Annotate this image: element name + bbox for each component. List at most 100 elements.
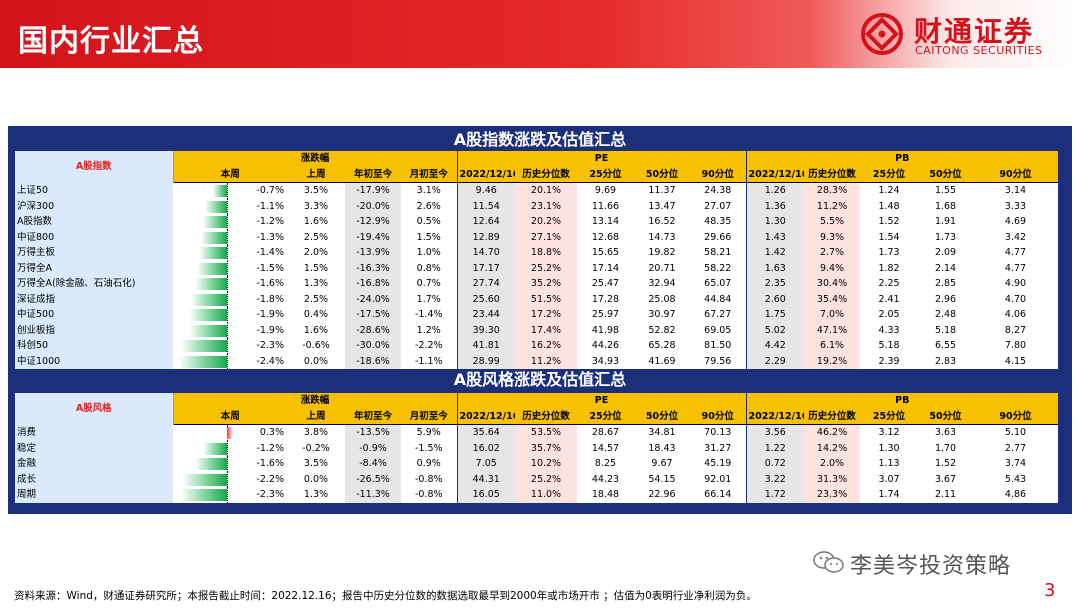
pb-value: 5.18 (934, 324, 957, 336)
pb-value: 1.73 (878, 247, 900, 258)
table-row: 周期 -2.3% 1.3% -11.3% -0.8% 16.05 11.0% 18.48 22.… (15, 487, 1058, 503)
col-header-pe: 2022/12/16 (456, 167, 515, 183)
pb-value: 1.75 (745, 307, 805, 323)
bar-zero-axis (227, 260, 228, 276)
pe-value: 44.26 (591, 340, 620, 351)
brand-name-en: CAITONG SECURITIES (915, 44, 1043, 57)
col-header-change: 月初至今 (401, 409, 457, 425)
ytd-change: -30.0% (345, 338, 401, 354)
pb-value: 2.29 (745, 353, 805, 369)
pb-value: 23.3% (804, 487, 861, 503)
pe-value: 39.30 (456, 322, 515, 338)
row-label: 万得主板 (15, 245, 173, 261)
pb-value: 7.80 (1004, 340, 1027, 351)
pe-value: 58.21 (704, 247, 732, 258)
pb-value: 1.52 (934, 458, 957, 469)
row-label: 中证500 (15, 307, 173, 323)
col-header-week: 本周 (173, 409, 287, 425)
header-bar: 国内行业汇总 财通证券 CAITONG SECURITIES (0, 0, 1080, 68)
col-header-change: 年初至今 (345, 167, 401, 183)
week-change-value: -1.9% (256, 324, 284, 336)
pb-value: 2.77 (1004, 442, 1027, 454)
watermark-text: 李美岑投资策略 (850, 554, 1012, 579)
week-change-cell: -1.3% (173, 229, 287, 245)
label-column-header: A股风格 (15, 393, 174, 425)
last-week-change: 3.3% (303, 200, 329, 212)
pb-value: 46.2% (804, 424, 861, 441)
change-group-header: 涨跌幅 (173, 393, 457, 409)
pe-value: 14.57 (591, 442, 620, 454)
pb-value: 1.54 (878, 231, 900, 243)
week-change-bar (195, 458, 227, 470)
pe-value: 35.64 (456, 424, 515, 441)
pb-value: 1.36 (745, 198, 805, 214)
pb-value: 1.55 (934, 185, 957, 196)
pb-value: 4.86 (1004, 489, 1027, 500)
mtd-change: 0.5% (416, 216, 441, 227)
pe-value: 51.5% (515, 291, 577, 307)
pb-value: 4.33 (878, 324, 900, 336)
pe-value: 17.14 (591, 262, 620, 274)
col-header-pb: 90分位 (973, 167, 1058, 183)
pe-value: 41.69 (648, 355, 676, 367)
week-change-cell: -0.7% (173, 183, 287, 199)
bar-zero-axis (227, 338, 228, 354)
pe-value: 41.98 (591, 324, 620, 336)
pb-value: 2.09 (934, 247, 957, 258)
col-header-pe: 50分位 (634, 167, 690, 183)
pe-value: 45.19 (704, 458, 732, 469)
ytd-change: -24.0% (345, 291, 401, 307)
row-label: 消费 (15, 424, 173, 441)
last-week-change: 2.5% (303, 293, 329, 305)
pe-value: 23.44 (456, 307, 515, 323)
pb-value: 2.96 (934, 293, 957, 305)
last-week-change: 3.5% (303, 458, 329, 469)
week-change-cell: -1.5% (173, 260, 287, 276)
bar-zero-axis (227, 245, 228, 261)
bar-zero-axis (227, 183, 228, 199)
week-change-value: -0.7% (256, 185, 284, 196)
table-row: 万得全A -1.5% 1.5% -16.3% 0.8% 17.17 25.2% 17.14 20… (15, 260, 1058, 276)
pe-value: 44.84 (704, 293, 732, 305)
col-header-change: 上周 (287, 409, 345, 425)
pe-value: 14.70 (456, 245, 515, 261)
last-week-change: 1.6% (303, 216, 329, 227)
pb-value: 7.0% (804, 307, 861, 323)
pb-value: 3.14 (1004, 185, 1027, 196)
pb-value: 2.7% (804, 245, 861, 261)
pb-value: 1.30 (745, 214, 805, 230)
week-change-bar (203, 216, 227, 228)
pb-value: 30.4% (804, 276, 861, 292)
pb-value: 47.1% (804, 322, 861, 338)
table-row: 消费 0.3% 3.8% -13.5% 5.9% 35.64 53.5% 28.67 34.81… (15, 424, 1058, 441)
week-change-value: -1.2% (256, 442, 284, 454)
row-label: 中证800 (15, 229, 173, 245)
col-header-change: 年初至今 (345, 409, 401, 425)
pb-value: 14.2% (804, 440, 861, 456)
week-change-value: -1.4% (256, 247, 284, 258)
col-header-pe: 90分位 (690, 409, 747, 425)
week-change-cell: -1.2% (173, 440, 287, 456)
pe-value: 65.07 (704, 278, 732, 289)
pe-value: 11.66 (591, 200, 620, 212)
caitong-logo-icon (861, 13, 903, 55)
mtd-change: 1.5% (416, 231, 441, 243)
pb-group-header: PB (745, 393, 1058, 409)
pb-value: 3.42 (1004, 231, 1027, 243)
last-week-change: -0.2% (302, 442, 330, 454)
pb-value: 3.33 (1004, 200, 1027, 212)
row-label: 创业板指 (15, 322, 173, 338)
pe-value: 20.1% (515, 182, 577, 199)
week-change-value: -2.2% (256, 473, 284, 485)
col-header-pe: 2022/12/16 (456, 409, 515, 425)
pb-value: 5.43 (1004, 473, 1027, 485)
pe-value: 23.1% (515, 198, 577, 214)
mtd-change: 0.7% (416, 278, 441, 289)
mtd-change: 5.9% (416, 427, 441, 438)
mtd-change: -2.2% (414, 340, 443, 351)
mtd-change: 3.1% (416, 185, 441, 196)
pb-value: 8.27 (1004, 324, 1027, 336)
pe-value: 28.99 (456, 353, 515, 369)
col-header-pb: 历史分位数 (804, 167, 861, 183)
col-header-pe: 历史分位数 (515, 409, 577, 425)
